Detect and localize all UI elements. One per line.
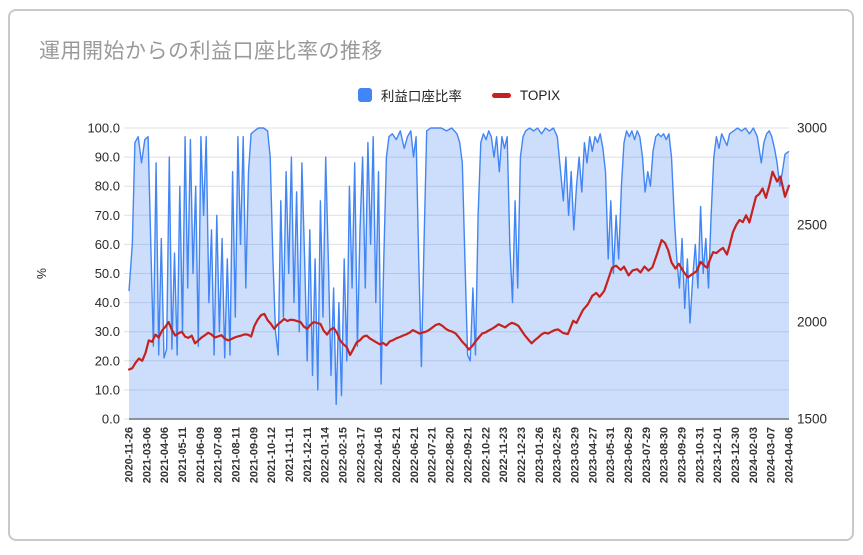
x-axis-tick-label: 2023-12-01: [712, 427, 724, 483]
x-axis-tick-label: 2022-03-17: [355, 427, 367, 483]
x-axis-tick-label: 2023-09-29: [676, 427, 688, 483]
right-axis-tick-label: 1500: [797, 412, 827, 427]
x-axis-tick-label: 2022-02-15: [338, 427, 350, 483]
x-axis-tick-label: 2020-11-26: [124, 427, 136, 483]
x-axis-tick-label: 2023-04-27: [587, 427, 599, 483]
left-axis-tick-label: 0.0: [102, 412, 120, 427]
x-axis-tick-label: 2023-03-29: [569, 427, 581, 483]
x-axis-tick-label: 2021-11-11: [284, 427, 296, 482]
left-axis-tick-label: 80.0: [95, 179, 120, 194]
x-axis-tick-label: 2024-02-03: [748, 427, 760, 483]
left-axis-tick-label: 40.0: [95, 295, 120, 310]
x-axis-tick-label: 2022-08-20: [445, 427, 457, 483]
left-axis-tick-label: 30.0: [95, 324, 120, 339]
x-axis-tick-label: 2024-04-06: [784, 427, 796, 483]
left-axis-tick-label: 100.0: [87, 121, 120, 136]
x-axis-tick-label: 2022-01-14: [320, 426, 332, 483]
left-axis-tick-label: 90.0: [95, 150, 120, 165]
topix-series-swatch-icon: [491, 92, 511, 98]
x-axis-tick-label: 2023-07-29: [641, 427, 653, 483]
left-axis-title: %: [35, 268, 49, 279]
x-axis-tick-label: 2021-04-06: [159, 427, 171, 483]
x-axis-tick-label: 2022-10-22: [480, 427, 492, 483]
right-axis-tick-label: 2000: [797, 315, 827, 330]
chart-card: 運用開始からの利益口座比率の推移 利益口座比率 TOPIX 0.0 10.0 20.…: [8, 9, 854, 541]
x-axis-tick-label: 2021-12-11: [302, 427, 314, 483]
chart-legend: 利益口座比率 TOPIX: [129, 85, 789, 105]
ratio-series-swatch-icon: [357, 88, 372, 102]
left-axis-tick-label: 10.0: [95, 382, 120, 397]
legend-item-topix: TOPIX: [491, 87, 561, 103]
x-axis-tick-label: 2022-06-21: [409, 427, 421, 483]
x-axis-tick-label: 2021-10-12: [266, 427, 278, 483]
x-axis-tick-label: 2021-03-06: [141, 427, 153, 483]
x-axis-tick-label: 2023-06-29: [623, 427, 635, 483]
x-axis-tick-label: 2022-11-23: [498, 427, 510, 483]
right-axis-tick-label: 3000: [797, 121, 827, 136]
x-axis-tick-label: 2023-12-30: [730, 427, 742, 483]
topix-line: [127, 170, 791, 371]
x-axis-tick-label: 2021-08-11: [231, 427, 243, 483]
left-axis-tick-label: 70.0: [95, 208, 120, 223]
left-axis-tick-label: 60.0: [95, 237, 120, 252]
x-axis-tick-label: 2023-05-31: [605, 427, 617, 483]
x-axis-tick-label: 2022-07-21: [427, 427, 439, 483]
x-axis-tick-label: 2023-02-25: [552, 427, 564, 483]
x-axis-tick-label: 2023-08-30: [659, 427, 671, 483]
x-axis-tick-label: 2024-03-07: [766, 427, 778, 483]
left-axis-tick-label: 50.0: [95, 266, 120, 281]
x-axis-tick-label: 2022-04-16: [373, 427, 385, 483]
x-axis-tick-label: 2021-05-11: [177, 427, 189, 483]
x-axis-tick-label: 2021-07-08: [213, 427, 225, 483]
chart-title: 運用開始からの利益口座比率の推移: [39, 40, 383, 63]
ratio-area-fill: [129, 128, 789, 419]
x-axis-tick-label: 2022-05-21: [391, 427, 403, 483]
chart-plot: 0.0 10.0 20.0 30.0 40.0 50.0 60.0 70.0 80.0 90.0 1…: [35, 121, 827, 484]
right-axis-tick-label: 2500: [797, 218, 827, 233]
left-axis-tick-label: 20.0: [95, 353, 120, 368]
x-axis-tick-label: 2023-10-31: [694, 427, 706, 483]
legend-item-ratio: 利益口座比率: [357, 85, 462, 105]
x-axis-tick-label: 2022-09-21: [462, 427, 474, 483]
ratio-area-line: [128, 127, 790, 406]
x-axis-tick-label: 2021-09-09: [248, 427, 260, 483]
legend-label-ratio: 利益口座比率: [380, 89, 462, 104]
legend-label-topix: TOPIX: [519, 87, 561, 103]
x-axis-tick-label: 2022-12-23: [516, 427, 528, 483]
x-axis-tick-label: 2021-06-09: [195, 427, 207, 483]
x-axis-tick-label: 2023-01-26: [534, 427, 546, 483]
